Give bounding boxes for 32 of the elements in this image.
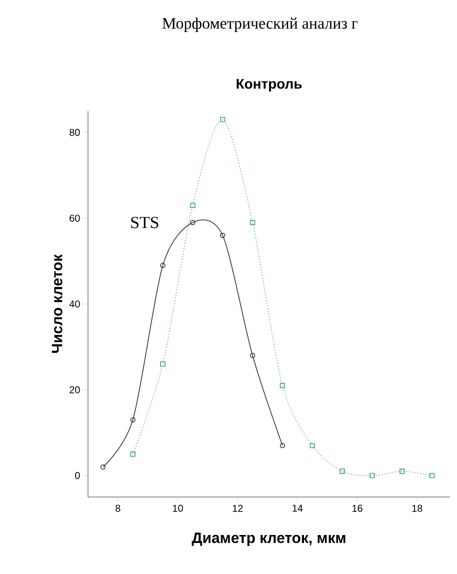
y-tick-label: 0 — [75, 472, 80, 480]
point — [130, 417, 136, 422]
y-tick-label: 60 — [70, 214, 80, 222]
point — [310, 442, 315, 448]
point — [370, 472, 375, 478]
point — [190, 202, 196, 208]
x-tick-label: 10 — [172, 504, 183, 512]
chart-title: Контроль — [236, 79, 302, 92]
point — [340, 468, 345, 474]
x-tick-label: 8 — [116, 504, 120, 512]
x-tick-label: 16 — [352, 504, 362, 512]
y-tick-label: 40 — [69, 300, 80, 308]
point — [280, 382, 286, 388]
point — [250, 352, 256, 358]
point — [220, 232, 226, 238]
point — [190, 220, 196, 226]
point — [130, 452, 136, 457]
point — [160, 262, 166, 268]
point — [429, 472, 435, 478]
point — [160, 361, 166, 367]
x-tick-label: 14 — [292, 504, 303, 512]
y-tick-label: 80 — [70, 128, 80, 136]
text: Морфометрический анализ г — [162, 18, 358, 32]
point — [250, 220, 256, 226]
y-axis-title: Число клеток — [52, 254, 62, 353]
x-axis-title: Диаметр клеток, мкм — [192, 532, 346, 546]
y-tick-label: 20 — [70, 386, 80, 394]
x-tick-label: 12 — [232, 504, 243, 512]
point — [220, 116, 226, 122]
point — [400, 468, 405, 474]
series-label: STS — [131, 216, 158, 228]
x-tick-label: 18 — [412, 504, 422, 512]
